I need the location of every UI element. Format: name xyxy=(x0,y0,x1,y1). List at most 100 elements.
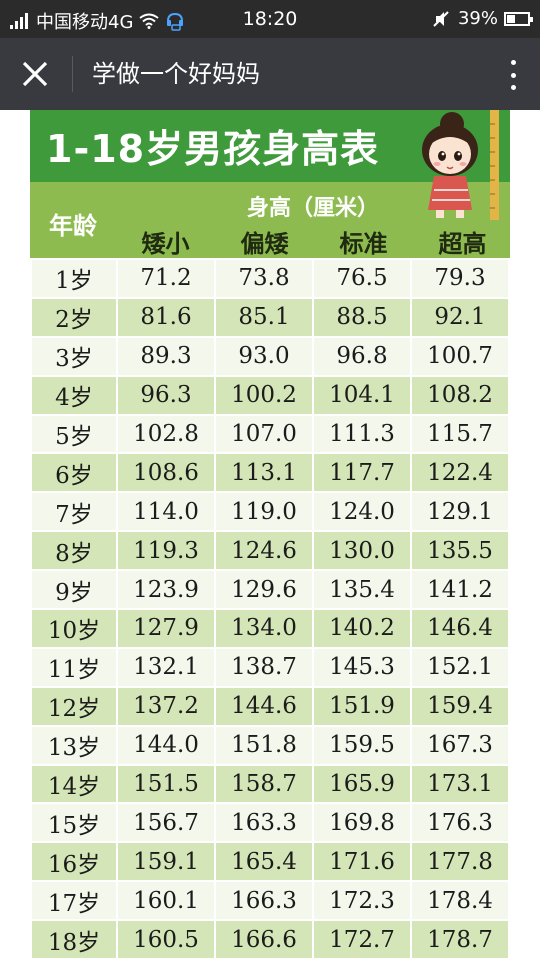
height-cell: 108.6 xyxy=(116,452,216,494)
age-cell: 11岁 xyxy=(30,646,118,688)
height-cell: 178.4 xyxy=(410,880,510,922)
table-row: 1岁 71.2 73.8 76.5 79.3 xyxy=(30,258,510,299)
height-cell: 119.0 xyxy=(214,491,314,533)
height-cell: 132.1 xyxy=(116,646,216,688)
more-vertical-icon xyxy=(510,60,516,65)
table-row: 11岁 132.1 138.7 145.3 152.1 xyxy=(30,646,510,688)
age-cell: 14岁 xyxy=(30,763,118,805)
height-cell: 163.3 xyxy=(214,802,314,844)
height-cell: 85.1 xyxy=(214,296,314,338)
height-cell: 176.3 xyxy=(410,802,510,844)
height-cell: 127.9 xyxy=(116,608,216,649)
age-cell: 2岁 xyxy=(30,296,118,338)
height-cell: 96.8 xyxy=(312,335,412,377)
table-row: 16岁 159.1 165.4 171.6 177.8 xyxy=(30,841,510,883)
table-row: 6岁 108.6 113.1 117.7 122.4 xyxy=(30,452,510,494)
table-row: 2岁 81.6 85.1 88.5 92.1 xyxy=(30,296,510,338)
table-row: 4岁 96.3 100.2 104.1 108.2 xyxy=(30,374,510,416)
height-cell: 160.5 xyxy=(116,919,216,960)
table-row: 10岁 127.9 134.0 140.2 146.4 xyxy=(30,608,510,649)
age-cell: 5岁 xyxy=(30,413,118,455)
table-row: 12岁 137.2 144.6 151.9 159.4 xyxy=(30,685,510,727)
height-cell: 159.1 xyxy=(116,841,216,883)
height-cell: 158.7 xyxy=(214,763,314,805)
age-cell: 16岁 xyxy=(30,841,118,883)
clock: 18:20 xyxy=(242,8,298,30)
height-cell: 135.4 xyxy=(312,569,412,611)
height-cell: 124.6 xyxy=(214,530,314,572)
header-group: 身高（厘米） xyxy=(246,196,379,221)
height-cell: 124.0 xyxy=(312,491,412,533)
table-row: 9岁 123.9 129.6 135.4 141.2 xyxy=(30,569,510,611)
height-cell: 107.0 xyxy=(214,413,314,455)
table-row: 15岁 156.7 163.3 169.8 176.3 xyxy=(30,802,510,844)
height-cell: 138.7 xyxy=(214,646,314,688)
height-cell: 122.4 xyxy=(410,452,510,494)
height-cell: 151.8 xyxy=(214,724,314,766)
height-cell: 130.0 xyxy=(312,530,412,572)
height-cell: 169.8 xyxy=(312,802,412,844)
height-cell: 115.7 xyxy=(410,413,510,455)
height-cell: 156.7 xyxy=(116,802,216,844)
table-row: 18岁 160.5 166.6 172.7 178.7 xyxy=(30,919,510,960)
height-cell: 129.1 xyxy=(410,491,510,533)
table-row: 7岁 114.0 119.0 124.0 129.1 xyxy=(30,491,510,533)
height-cell: 113.1 xyxy=(214,452,314,494)
height-cell: 167.3 xyxy=(410,724,510,766)
table-header: 年龄 身高（厘米） 矮小 偏矮 标准 超高 xyxy=(30,182,510,258)
wifi-icon xyxy=(139,13,160,29)
header-col-below: 偏矮 xyxy=(240,230,289,258)
age-cell: 9岁 xyxy=(30,569,118,611)
height-cell: 151.5 xyxy=(116,763,216,805)
age-cell: 18岁 xyxy=(30,919,118,960)
height-cell: 177.8 xyxy=(410,841,510,883)
height-chart-image: 1-18岁男孩身高表 年龄 身高（厘米） 矮小 偏矮 标准 超高 xyxy=(30,110,510,960)
article-content[interactable]: 1-18岁男孩身高表 年龄 身高（厘米） 矮小 偏矮 标准 超高 xyxy=(0,110,540,960)
height-cell: 144.6 xyxy=(214,685,314,727)
height-cell: 89.3 xyxy=(116,335,216,377)
table-row: 5岁 102.8 107.0 111.3 115.7 xyxy=(30,413,510,455)
height-cell: 129.6 xyxy=(214,569,314,611)
height-cell: 160.1 xyxy=(116,880,216,922)
age-cell: 13岁 xyxy=(30,724,118,766)
height-cell: 159.5 xyxy=(312,724,412,766)
height-cell: 100.2 xyxy=(214,374,314,416)
more-button[interactable] xyxy=(506,58,520,92)
height-cell: 159.4 xyxy=(410,685,510,727)
table-row: 17岁 160.1 166.3 172.3 178.4 xyxy=(30,880,510,922)
battery-percent: 39% xyxy=(457,8,498,29)
height-cell: 73.8 xyxy=(214,258,314,299)
age-cell: 4岁 xyxy=(30,374,118,416)
height-cell: 104.1 xyxy=(312,374,412,416)
height-cell: 135.5 xyxy=(410,530,510,572)
height-cell: 81.6 xyxy=(116,296,216,338)
close-button[interactable] xyxy=(14,56,54,92)
height-cell: 88.5 xyxy=(312,296,412,338)
title-divider xyxy=(72,56,73,92)
table-row: 14岁 151.5 158.7 165.9 173.1 xyxy=(30,763,510,805)
height-cell: 165.4 xyxy=(214,841,314,883)
status-right: 39% xyxy=(432,8,533,29)
height-cell: 102.8 xyxy=(116,413,216,455)
age-cell: 8岁 xyxy=(30,530,118,572)
height-cell: 144.0 xyxy=(116,724,216,766)
height-cell: 152.1 xyxy=(410,646,510,688)
height-cell: 119.3 xyxy=(116,530,216,572)
height-cell: 172.7 xyxy=(312,919,412,960)
age-cell: 7岁 xyxy=(30,491,118,533)
age-cell: 17岁 xyxy=(30,880,118,922)
height-cell: 171.6 xyxy=(312,841,412,883)
poster-title: 1-18岁男孩身高表 xyxy=(46,127,380,171)
status-left: 中国移动4G xyxy=(10,8,185,34)
carrier-label: 中国移动4G xyxy=(36,12,134,33)
height-table: 1岁 71.2 73.8 76.5 79.3 2岁 81.6 85.1 88.5 92.1 3岁 89… xyxy=(30,258,510,960)
height-cell: 76.5 xyxy=(312,258,412,299)
height-cell: 146.4 xyxy=(410,608,510,649)
height-cell: 178.7 xyxy=(410,919,510,960)
header-age: 年龄 xyxy=(49,212,97,240)
height-cell: 151.9 xyxy=(312,685,412,727)
height-cell: 79.3 xyxy=(410,258,510,299)
signal-icon xyxy=(10,13,30,29)
age-cell: 1岁 xyxy=(30,258,118,299)
battery-icon xyxy=(504,11,533,26)
